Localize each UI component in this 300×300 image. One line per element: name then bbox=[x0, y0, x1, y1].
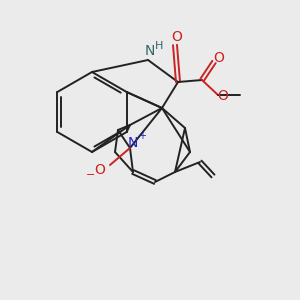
Text: N: N bbox=[145, 44, 155, 58]
Text: O: O bbox=[218, 89, 228, 103]
Text: H: H bbox=[155, 41, 163, 51]
Text: O: O bbox=[94, 163, 105, 177]
Text: O: O bbox=[172, 30, 182, 44]
Text: −: − bbox=[86, 170, 96, 180]
Text: O: O bbox=[214, 51, 224, 65]
Text: +: + bbox=[138, 131, 146, 141]
Text: N: N bbox=[128, 136, 138, 150]
